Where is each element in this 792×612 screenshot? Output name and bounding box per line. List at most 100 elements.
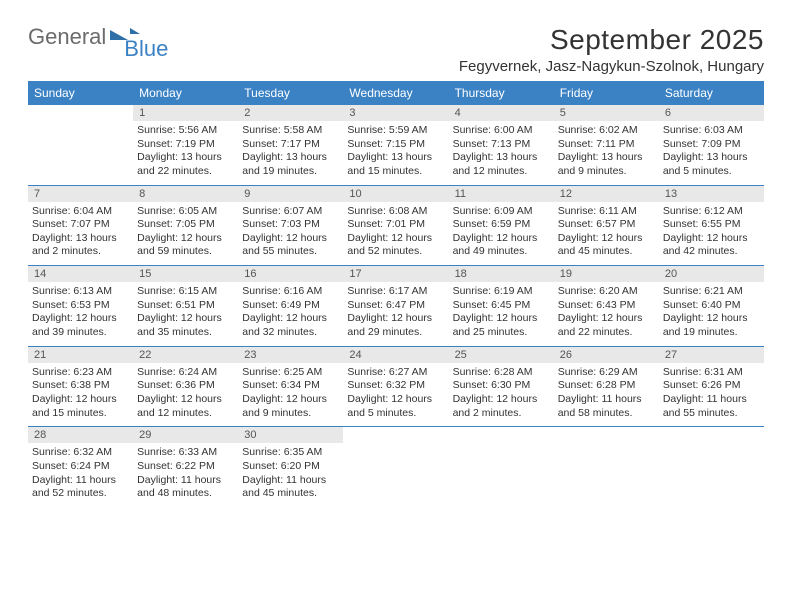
sunrise-text: Sunrise: 6:20 AM: [558, 285, 655, 299]
day-cell: 14Sunrise: 6:13 AMSunset: 6:53 PMDayligh…: [28, 266, 133, 346]
day-number: 7: [28, 186, 133, 202]
day-body: Sunrise: 6:08 AMSunset: 7:01 PMDaylight:…: [343, 202, 448, 266]
day-cell: 15Sunrise: 6:15 AMSunset: 6:51 PMDayligh…: [133, 266, 238, 346]
day-cell: 5Sunrise: 6:02 AMSunset: 7:11 PMDaylight…: [554, 105, 659, 185]
day-body: Sunrise: 6:28 AMSunset: 6:30 PMDaylight:…: [449, 363, 554, 427]
daylight-text: Daylight: 12 hours and 55 minutes.: [242, 232, 339, 259]
logo: General Blue: [28, 24, 184, 50]
sunrise-text: Sunrise: 6:31 AM: [663, 366, 760, 380]
sunrise-text: Sunrise: 6:29 AM: [558, 366, 655, 380]
daylight-text: Daylight: 12 hours and 9 minutes.: [242, 393, 339, 420]
day-number: 14: [28, 266, 133, 282]
sunrise-text: Sunrise: 6:35 AM: [242, 446, 339, 460]
day-body: Sunrise: 5:58 AMSunset: 7:17 PMDaylight:…: [238, 121, 343, 185]
day-body: Sunrise: 5:56 AMSunset: 7:19 PMDaylight:…: [133, 121, 238, 185]
weeks-container: 1Sunrise: 5:56 AMSunset: 7:19 PMDaylight…: [28, 105, 764, 507]
daylight-text: Daylight: 12 hours and 5 minutes.: [347, 393, 444, 420]
day-cell: 6Sunrise: 6:03 AMSunset: 7:09 PMDaylight…: [659, 105, 764, 185]
day-body: Sunrise: 6:29 AMSunset: 6:28 PMDaylight:…: [554, 363, 659, 427]
day-body: Sunrise: 6:19 AMSunset: 6:45 PMDaylight:…: [449, 282, 554, 346]
logo-text-general: General: [28, 24, 106, 50]
day-body: Sunrise: 6:05 AMSunset: 7:05 PMDaylight:…: [133, 202, 238, 266]
sunset-text: Sunset: 6:57 PM: [558, 218, 655, 232]
day-number: 11: [449, 186, 554, 202]
header: General Blue September 2025 Fegyvernek, …: [28, 24, 764, 75]
sunset-text: Sunset: 7:19 PM: [137, 138, 234, 152]
day-number: 22: [133, 347, 238, 363]
daylight-text: Daylight: 12 hours and 49 minutes.: [453, 232, 550, 259]
day-number: 26: [554, 347, 659, 363]
daylight-text: Daylight: 12 hours and 29 minutes.: [347, 312, 444, 339]
day-body: Sunrise: 6:00 AMSunset: 7:13 PMDaylight:…: [449, 121, 554, 185]
sunrise-text: Sunrise: 6:24 AM: [137, 366, 234, 380]
sunset-text: Sunset: 6:30 PM: [453, 379, 550, 393]
day-cell: 12Sunrise: 6:11 AMSunset: 6:57 PMDayligh…: [554, 186, 659, 266]
daylight-text: Daylight: 13 hours and 19 minutes.: [242, 151, 339, 178]
dow-sunday: Sunday: [28, 81, 133, 105]
day-body: Sunrise: 6:11 AMSunset: 6:57 PMDaylight:…: [554, 202, 659, 266]
day-cell: 4Sunrise: 6:00 AMSunset: 7:13 PMDaylight…: [449, 105, 554, 185]
daylight-text: Daylight: 12 hours and 52 minutes.: [347, 232, 444, 259]
month-title: September 2025: [459, 24, 764, 56]
sunrise-text: Sunrise: 6:27 AM: [347, 366, 444, 380]
title-block: September 2025 Fegyvernek, Jasz-Nagykun-…: [459, 24, 764, 75]
week-row: 7Sunrise: 6:04 AMSunset: 7:07 PMDaylight…: [28, 186, 764, 267]
day-body: Sunrise: 6:16 AMSunset: 6:49 PMDaylight:…: [238, 282, 343, 346]
day-number: 20: [659, 266, 764, 282]
sunrise-text: Sunrise: 6:05 AM: [137, 205, 234, 219]
sunset-text: Sunset: 7:15 PM: [347, 138, 444, 152]
day-cell: 25Sunrise: 6:28 AMSunset: 6:30 PMDayligh…: [449, 347, 554, 427]
day-number: 17: [343, 266, 448, 282]
day-cell: 29Sunrise: 6:33 AMSunset: 6:22 PMDayligh…: [133, 427, 238, 507]
sunset-text: Sunset: 6:22 PM: [137, 460, 234, 474]
daylight-text: Daylight: 12 hours and 12 minutes.: [137, 393, 234, 420]
day-body: Sunrise: 6:33 AMSunset: 6:22 PMDaylight:…: [133, 443, 238, 507]
day-cell: 30Sunrise: 6:35 AMSunset: 6:20 PMDayligh…: [238, 427, 343, 507]
day-number: 5: [554, 105, 659, 121]
day-cell: 13Sunrise: 6:12 AMSunset: 6:55 PMDayligh…: [659, 186, 764, 266]
daylight-text: Daylight: 13 hours and 2 minutes.: [32, 232, 129, 259]
daylight-text: Daylight: 11 hours and 52 minutes.: [32, 474, 129, 501]
daylight-text: Daylight: 11 hours and 48 minutes.: [137, 474, 234, 501]
sunrise-text: Sunrise: 5:56 AM: [137, 124, 234, 138]
sunrise-text: Sunrise: 6:11 AM: [558, 205, 655, 219]
day-number: 2: [238, 105, 343, 121]
day-number: 27: [659, 347, 764, 363]
sunset-text: Sunset: 7:03 PM: [242, 218, 339, 232]
sunset-text: Sunset: 7:11 PM: [558, 138, 655, 152]
sunrise-text: Sunrise: 6:02 AM: [558, 124, 655, 138]
sunrise-text: Sunrise: 6:00 AM: [453, 124, 550, 138]
day-body: Sunrise: 6:15 AMSunset: 6:51 PMDaylight:…: [133, 282, 238, 346]
daylight-text: Daylight: 12 hours and 39 minutes.: [32, 312, 129, 339]
daylight-text: Daylight: 13 hours and 22 minutes.: [137, 151, 234, 178]
day-body: Sunrise: 6:35 AMSunset: 6:20 PMDaylight:…: [238, 443, 343, 507]
location: Fegyvernek, Jasz-Nagykun-Szolnok, Hungar…: [459, 58, 764, 75]
sunrise-text: Sunrise: 6:04 AM: [32, 205, 129, 219]
day-number: 4: [449, 105, 554, 121]
sunset-text: Sunset: 6:49 PM: [242, 299, 339, 313]
day-cell: 23Sunrise: 6:25 AMSunset: 6:34 PMDayligh…: [238, 347, 343, 427]
day-body: Sunrise: 6:24 AMSunset: 6:36 PMDaylight:…: [133, 363, 238, 427]
sunrise-text: Sunrise: 6:09 AM: [453, 205, 550, 219]
day-body: Sunrise: 6:09 AMSunset: 6:59 PMDaylight:…: [449, 202, 554, 266]
daylight-text: Daylight: 12 hours and 19 minutes.: [663, 312, 760, 339]
sunset-text: Sunset: 6:38 PM: [32, 379, 129, 393]
day-cell: 26Sunrise: 6:29 AMSunset: 6:28 PMDayligh…: [554, 347, 659, 427]
day-body: Sunrise: 6:02 AMSunset: 7:11 PMDaylight:…: [554, 121, 659, 185]
day-body: Sunrise: 6:32 AMSunset: 6:24 PMDaylight:…: [28, 443, 133, 507]
sunset-text: Sunset: 7:13 PM: [453, 138, 550, 152]
dow-wednesday: Wednesday: [343, 81, 448, 105]
day-cell: 22Sunrise: 6:24 AMSunset: 6:36 PMDayligh…: [133, 347, 238, 427]
daylight-text: Daylight: 12 hours and 25 minutes.: [453, 312, 550, 339]
day-number: 16: [238, 266, 343, 282]
dow-friday: Friday: [554, 81, 659, 105]
day-cell: 17Sunrise: 6:17 AMSunset: 6:47 PMDayligh…: [343, 266, 448, 346]
daylight-text: Daylight: 13 hours and 15 minutes.: [347, 151, 444, 178]
logo-triangle2-icon: [130, 28, 140, 34]
day-cell: 11Sunrise: 6:09 AMSunset: 6:59 PMDayligh…: [449, 186, 554, 266]
day-cell: 24Sunrise: 6:27 AMSunset: 6:32 PMDayligh…: [343, 347, 448, 427]
day-cell: 16Sunrise: 6:16 AMSunset: 6:49 PMDayligh…: [238, 266, 343, 346]
daylight-text: Daylight: 11 hours and 58 minutes.: [558, 393, 655, 420]
week-row: 1Sunrise: 5:56 AMSunset: 7:19 PMDaylight…: [28, 105, 764, 186]
day-number: 24: [343, 347, 448, 363]
